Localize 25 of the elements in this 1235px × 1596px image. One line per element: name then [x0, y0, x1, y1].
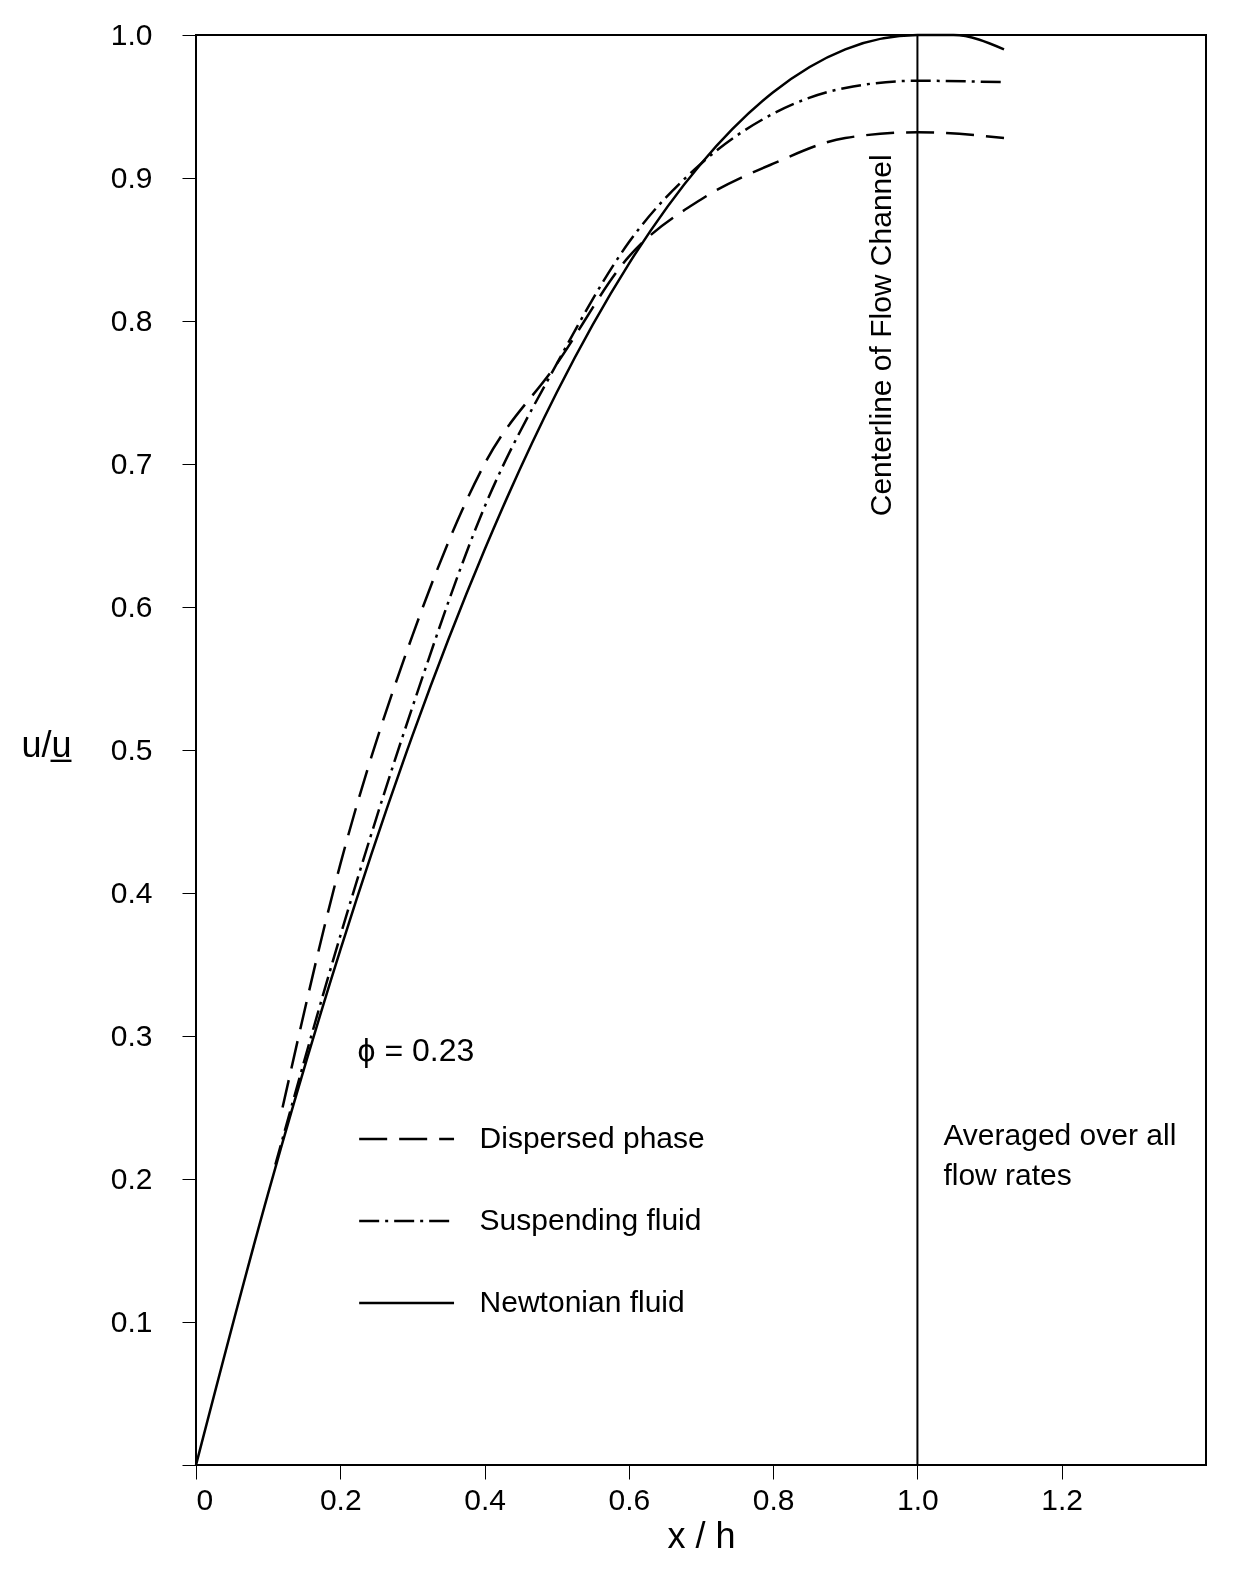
- y-tick-label: 0.5: [110, 732, 153, 766]
- x-tick-label: 0.6: [608, 1482, 651, 1516]
- x-tick-label: 0: [196, 1482, 214, 1516]
- y-tick-label: 0.3: [110, 1018, 153, 1052]
- legend-label: Suspending fluid: [479, 1203, 702, 1236]
- x-tick-label: 0.8: [752, 1482, 795, 1516]
- y-tick-label: 0.2: [110, 1161, 153, 1195]
- x-tick-label: 1.2: [1041, 1482, 1084, 1516]
- y-tick-label: 0.9: [110, 160, 153, 194]
- legend-title: ϕ = 0.23: [357, 1032, 475, 1068]
- x-tick-label: 0.4: [464, 1482, 506, 1516]
- legend-label: Newtonian fluid: [479, 1285, 685, 1318]
- y-tick-label: 0.6: [110, 589, 153, 623]
- y-tick-label: 0.1: [110, 1304, 153, 1338]
- y-tick-label: 0.8: [110, 303, 153, 337]
- legend-label: Dispersed phase: [479, 1121, 705, 1154]
- y-tick-label: 0.4: [110, 875, 153, 909]
- x-axis-title: x / h: [667, 1514, 736, 1556]
- ref-line-label: Centerline of Flow Channel: [864, 154, 898, 517]
- annotation: Averaged over all flow rates: [943, 1118, 1177, 1192]
- y-tick-label: 0.7: [110, 446, 153, 480]
- y-tick-label: 1.0: [110, 17, 153, 51]
- x-tick-label: 1.0: [897, 1482, 939, 1516]
- y-axis-title: u/u̲: [21, 723, 72, 765]
- x-tick-label: 0.2: [319, 1482, 362, 1516]
